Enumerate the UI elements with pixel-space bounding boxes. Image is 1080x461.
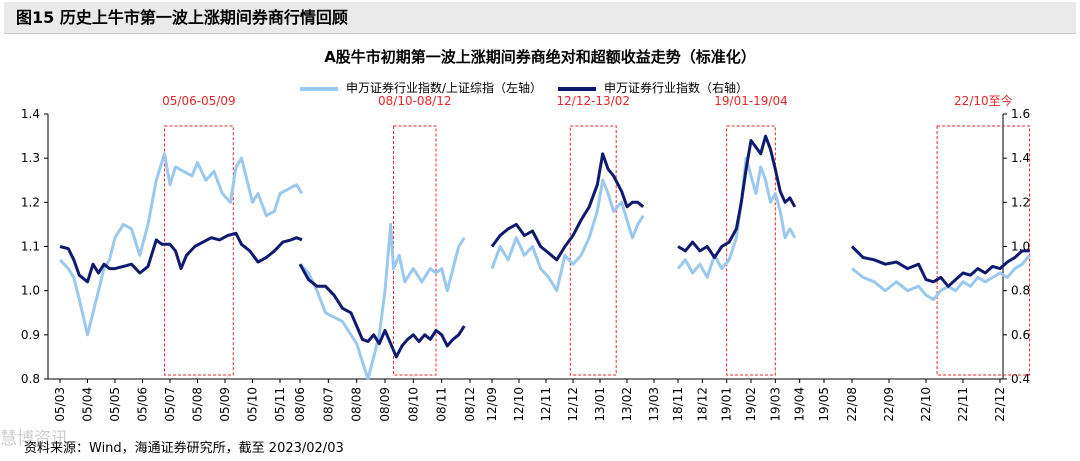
series-line-relative xyxy=(58,152,304,337)
x-tick-label: 05/07 xyxy=(163,387,177,422)
legend-label-relative: 申万证券行业指数/上证综指（左轴） xyxy=(346,81,543,95)
figure-title: 图15 历史上牛市第一波上涨期间券商行情回顾 xyxy=(4,2,1076,34)
x-tick-label: 13/03 xyxy=(647,387,661,422)
highlight-box xyxy=(726,125,776,376)
x-tick-label: 22/10 xyxy=(919,387,933,422)
y-left-tick-label: 0.8 xyxy=(21,372,40,386)
x-tick-label: 19/04 xyxy=(793,387,807,422)
x-tick-label: 19/01 xyxy=(720,387,734,422)
y-left-tick-label: 1.1 xyxy=(21,240,40,254)
legend-swatch-absolute xyxy=(558,87,596,91)
highlight-box xyxy=(569,125,617,376)
y-right-tick-label: 0.6 xyxy=(1011,328,1030,342)
series-line-absolute xyxy=(850,245,1030,288)
x-tick-label: 19/03 xyxy=(768,387,782,422)
legend-label-absolute: 申万证券行业指数（右轴） xyxy=(604,81,749,95)
x-tick-label: 13/01 xyxy=(593,387,607,422)
legend-swatch-relative xyxy=(300,87,338,91)
highlight-label: 08/10-08/12 xyxy=(378,94,452,108)
series-line-relative xyxy=(298,222,466,381)
y-right-tick-label: 0.8 xyxy=(1011,284,1030,298)
series-line-absolute xyxy=(59,231,303,284)
x-tick-label: 05/03 xyxy=(53,387,67,422)
highlight-label: 05/06-05/09 xyxy=(162,94,236,108)
y-left-tick-label: 1.2 xyxy=(21,195,40,209)
x-tick-label: 12/10 xyxy=(512,387,526,422)
y-left-tick-label: 1.4 xyxy=(21,107,40,121)
highlight-box xyxy=(164,125,234,376)
x-tick-label: 22/09 xyxy=(882,387,896,422)
x-tick-label: 18/12 xyxy=(695,387,709,422)
x-tick-label: 19/05 xyxy=(817,387,831,422)
chart-title: A股牛市初期第一波上涨期间券商绝对和超额收益走势（标准化） xyxy=(324,48,756,66)
x-tick-label: 08/08 xyxy=(350,387,364,422)
x-tick-label: 08/09 xyxy=(378,387,392,422)
source-note: 资料来源：Wind，海通证券研究所，截至 2023/02/03 xyxy=(24,441,344,456)
highlight-label: 12/12-13/02 xyxy=(557,94,631,108)
y-right-tick-label: 1.4 xyxy=(1011,151,1030,165)
series-line-absolute xyxy=(677,134,797,259)
highlight-box xyxy=(393,125,437,376)
x-tick-label: 22/12 xyxy=(993,387,1007,422)
x-tick-label: 18/11 xyxy=(671,387,685,422)
y-left-tick-label: 1.3 xyxy=(21,151,40,165)
series-line-relative xyxy=(851,254,1031,301)
highlight-label: 19/01-19/04 xyxy=(714,94,788,108)
series-line-relative xyxy=(490,178,645,293)
x-tick-label: 22/11 xyxy=(956,387,970,422)
series-line-relative xyxy=(676,156,797,279)
x-tick-label: 12/11 xyxy=(539,387,553,422)
x-tick-label: 12/09 xyxy=(485,387,499,422)
x-tick-label: 05/08 xyxy=(191,387,205,422)
y-right-tick-label: 0.4 xyxy=(1011,372,1030,386)
x-tick-label: 08/06 xyxy=(293,387,307,422)
x-tick-label: 08/10 xyxy=(406,387,420,422)
x-tick-label: 08/07 xyxy=(321,387,335,422)
y-left-tick-label: 0.9 xyxy=(21,328,40,342)
x-tick-label: 13/02 xyxy=(620,387,634,422)
y-left-tick-label: 1.0 xyxy=(21,284,40,298)
x-tick-label: 05/06 xyxy=(136,387,150,422)
x-tick-label: 12/12 xyxy=(566,387,580,422)
x-tick-label: 05/09 xyxy=(218,387,232,422)
x-tick-label: 19/02 xyxy=(744,387,758,422)
highlight-label: 22/10至今 xyxy=(954,93,1013,108)
series-line-absolute xyxy=(298,263,466,359)
watermark: 慧博资讯 xyxy=(0,429,68,449)
x-tick-label: 05/10 xyxy=(246,387,260,422)
x-tick-label: 05/11 xyxy=(273,387,287,422)
y-right-tick-label: 1.2 xyxy=(1011,195,1030,209)
x-tick-label: 05/04 xyxy=(81,387,95,422)
legend: 申万证券行业指数/上证综指（左轴） 申万证券行业指数（右轴） xyxy=(300,78,780,98)
x-tick-label: 08/11 xyxy=(435,387,449,422)
y-right-tick-label: 1.6 xyxy=(1011,107,1030,121)
x-tick-label: 22/08 xyxy=(845,387,859,422)
series-line-absolute xyxy=(490,152,645,262)
x-tick-label: 05/05 xyxy=(108,387,122,422)
x-tick-label: 08/12 xyxy=(463,387,477,422)
